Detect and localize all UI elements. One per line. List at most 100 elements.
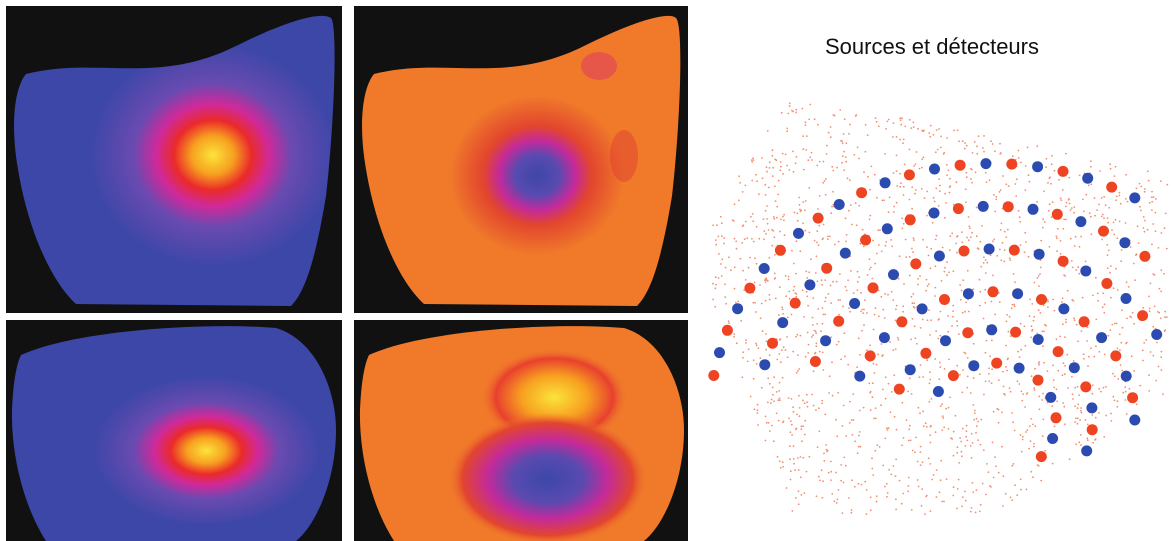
detector-point: [854, 370, 866, 382]
source-point: [1106, 181, 1118, 193]
detector-point: [962, 288, 974, 300]
source-point: [833, 315, 845, 327]
source-point: [708, 370, 720, 381]
orange-map-top-right: [354, 6, 688, 313]
detector-point: [1082, 172, 1094, 184]
source-point: [1080, 381, 1092, 393]
source-point: [1137, 310, 1149, 322]
source-point: [1110, 350, 1122, 362]
detector-point: [916, 303, 928, 315]
blue-map-bottom-left: [6, 320, 342, 541]
source-point: [1139, 250, 1151, 262]
source-point: [987, 286, 999, 298]
detector-point: [1075, 216, 1087, 228]
source-point: [774, 244, 786, 256]
detector-point: [904, 364, 916, 376]
detector-point: [1032, 161, 1044, 173]
detector-point: [980, 158, 992, 170]
detector-point: [1013, 362, 1025, 374]
detector-point: [1032, 334, 1044, 345]
detector-point: [1129, 414, 1141, 426]
source-point: [1057, 165, 1069, 177]
source-point: [952, 203, 964, 215]
source-point: [1006, 158, 1018, 170]
source-point: [821, 262, 833, 274]
detector-point: [1119, 237, 1131, 249]
detector-point: [977, 200, 989, 212]
detector-point: [888, 269, 899, 281]
source-point: [1050, 412, 1062, 424]
detector-point: [928, 207, 940, 219]
detector-point: [804, 279, 816, 291]
source-point: [789, 297, 801, 309]
detector-point: [1027, 203, 1039, 215]
source-point: [1010, 326, 1022, 338]
detector-point: [1033, 248, 1045, 260]
source-point: [910, 258, 922, 270]
source-point: [1052, 346, 1064, 358]
detector-point: [879, 177, 891, 189]
detector-point: [983, 243, 995, 255]
orange-map-bottom-right: [354, 320, 688, 541]
source-point: [767, 337, 778, 349]
detector-point: [940, 335, 951, 347]
source-point: [893, 383, 905, 395]
detector-point: [833, 199, 845, 210]
detector-point: [714, 347, 725, 359]
source-point: [958, 245, 970, 257]
panel-title: Sources et détecteurs: [824, 34, 1039, 59]
detector-point: [1096, 332, 1108, 344]
source-point: [867, 282, 879, 294]
source-point: [744, 282, 756, 294]
detector-point: [878, 332, 890, 344]
detector-point: [732, 303, 744, 315]
source-point: [721, 324, 733, 336]
source-point: [809, 356, 821, 367]
detector-point: [1047, 433, 1059, 444]
source-point: [856, 187, 868, 199]
source-point: [903, 169, 915, 181]
detector-point: [758, 263, 770, 274]
source-point: [1002, 201, 1014, 213]
source-point: [1101, 278, 1113, 289]
detector-point: [1045, 391, 1057, 403]
detector-point: [1068, 362, 1080, 374]
detector-point: [933, 250, 945, 262]
source-point: [904, 214, 916, 226]
source-point: [1098, 225, 1109, 237]
detector-point: [820, 335, 832, 347]
mesh-points: [712, 102, 1169, 515]
source-point: [1035, 451, 1047, 463]
detector-point: [968, 360, 980, 372]
source-point: [991, 357, 1003, 369]
source-point: [812, 212, 824, 224]
detector-point: [1086, 402, 1098, 414]
source-point: [1036, 294, 1047, 305]
source-point: [1127, 392, 1139, 404]
detector-point: [777, 317, 789, 329]
detector-point: [881, 223, 893, 235]
detector-point: [849, 298, 861, 309]
detector-point: [1012, 288, 1024, 300]
source-point: [954, 159, 966, 171]
detector-point: [1120, 293, 1132, 304]
detector-point: [839, 247, 851, 259]
source-point: [896, 316, 908, 328]
blue-map-top-left: [6, 6, 342, 313]
detector-point: [986, 324, 998, 336]
source-point: [1032, 374, 1044, 386]
detector-point: [793, 227, 804, 239]
source-point: [864, 350, 876, 362]
sources-detectors-plot: [708, 102, 1169, 515]
detector-point: [1120, 370, 1132, 382]
source-point: [1008, 244, 1020, 256]
detector-point: [1081, 445, 1093, 457]
detector-point: [1080, 265, 1092, 277]
source-point: [947, 370, 959, 382]
source-point: [1057, 255, 1069, 267]
detector-point: [1058, 303, 1070, 315]
source-point: [1051, 208, 1063, 220]
source-point: [860, 234, 872, 246]
detector-point: [1151, 329, 1163, 340]
sources-detectors-panel: Sources et détecteurs: [693, 0, 1171, 541]
